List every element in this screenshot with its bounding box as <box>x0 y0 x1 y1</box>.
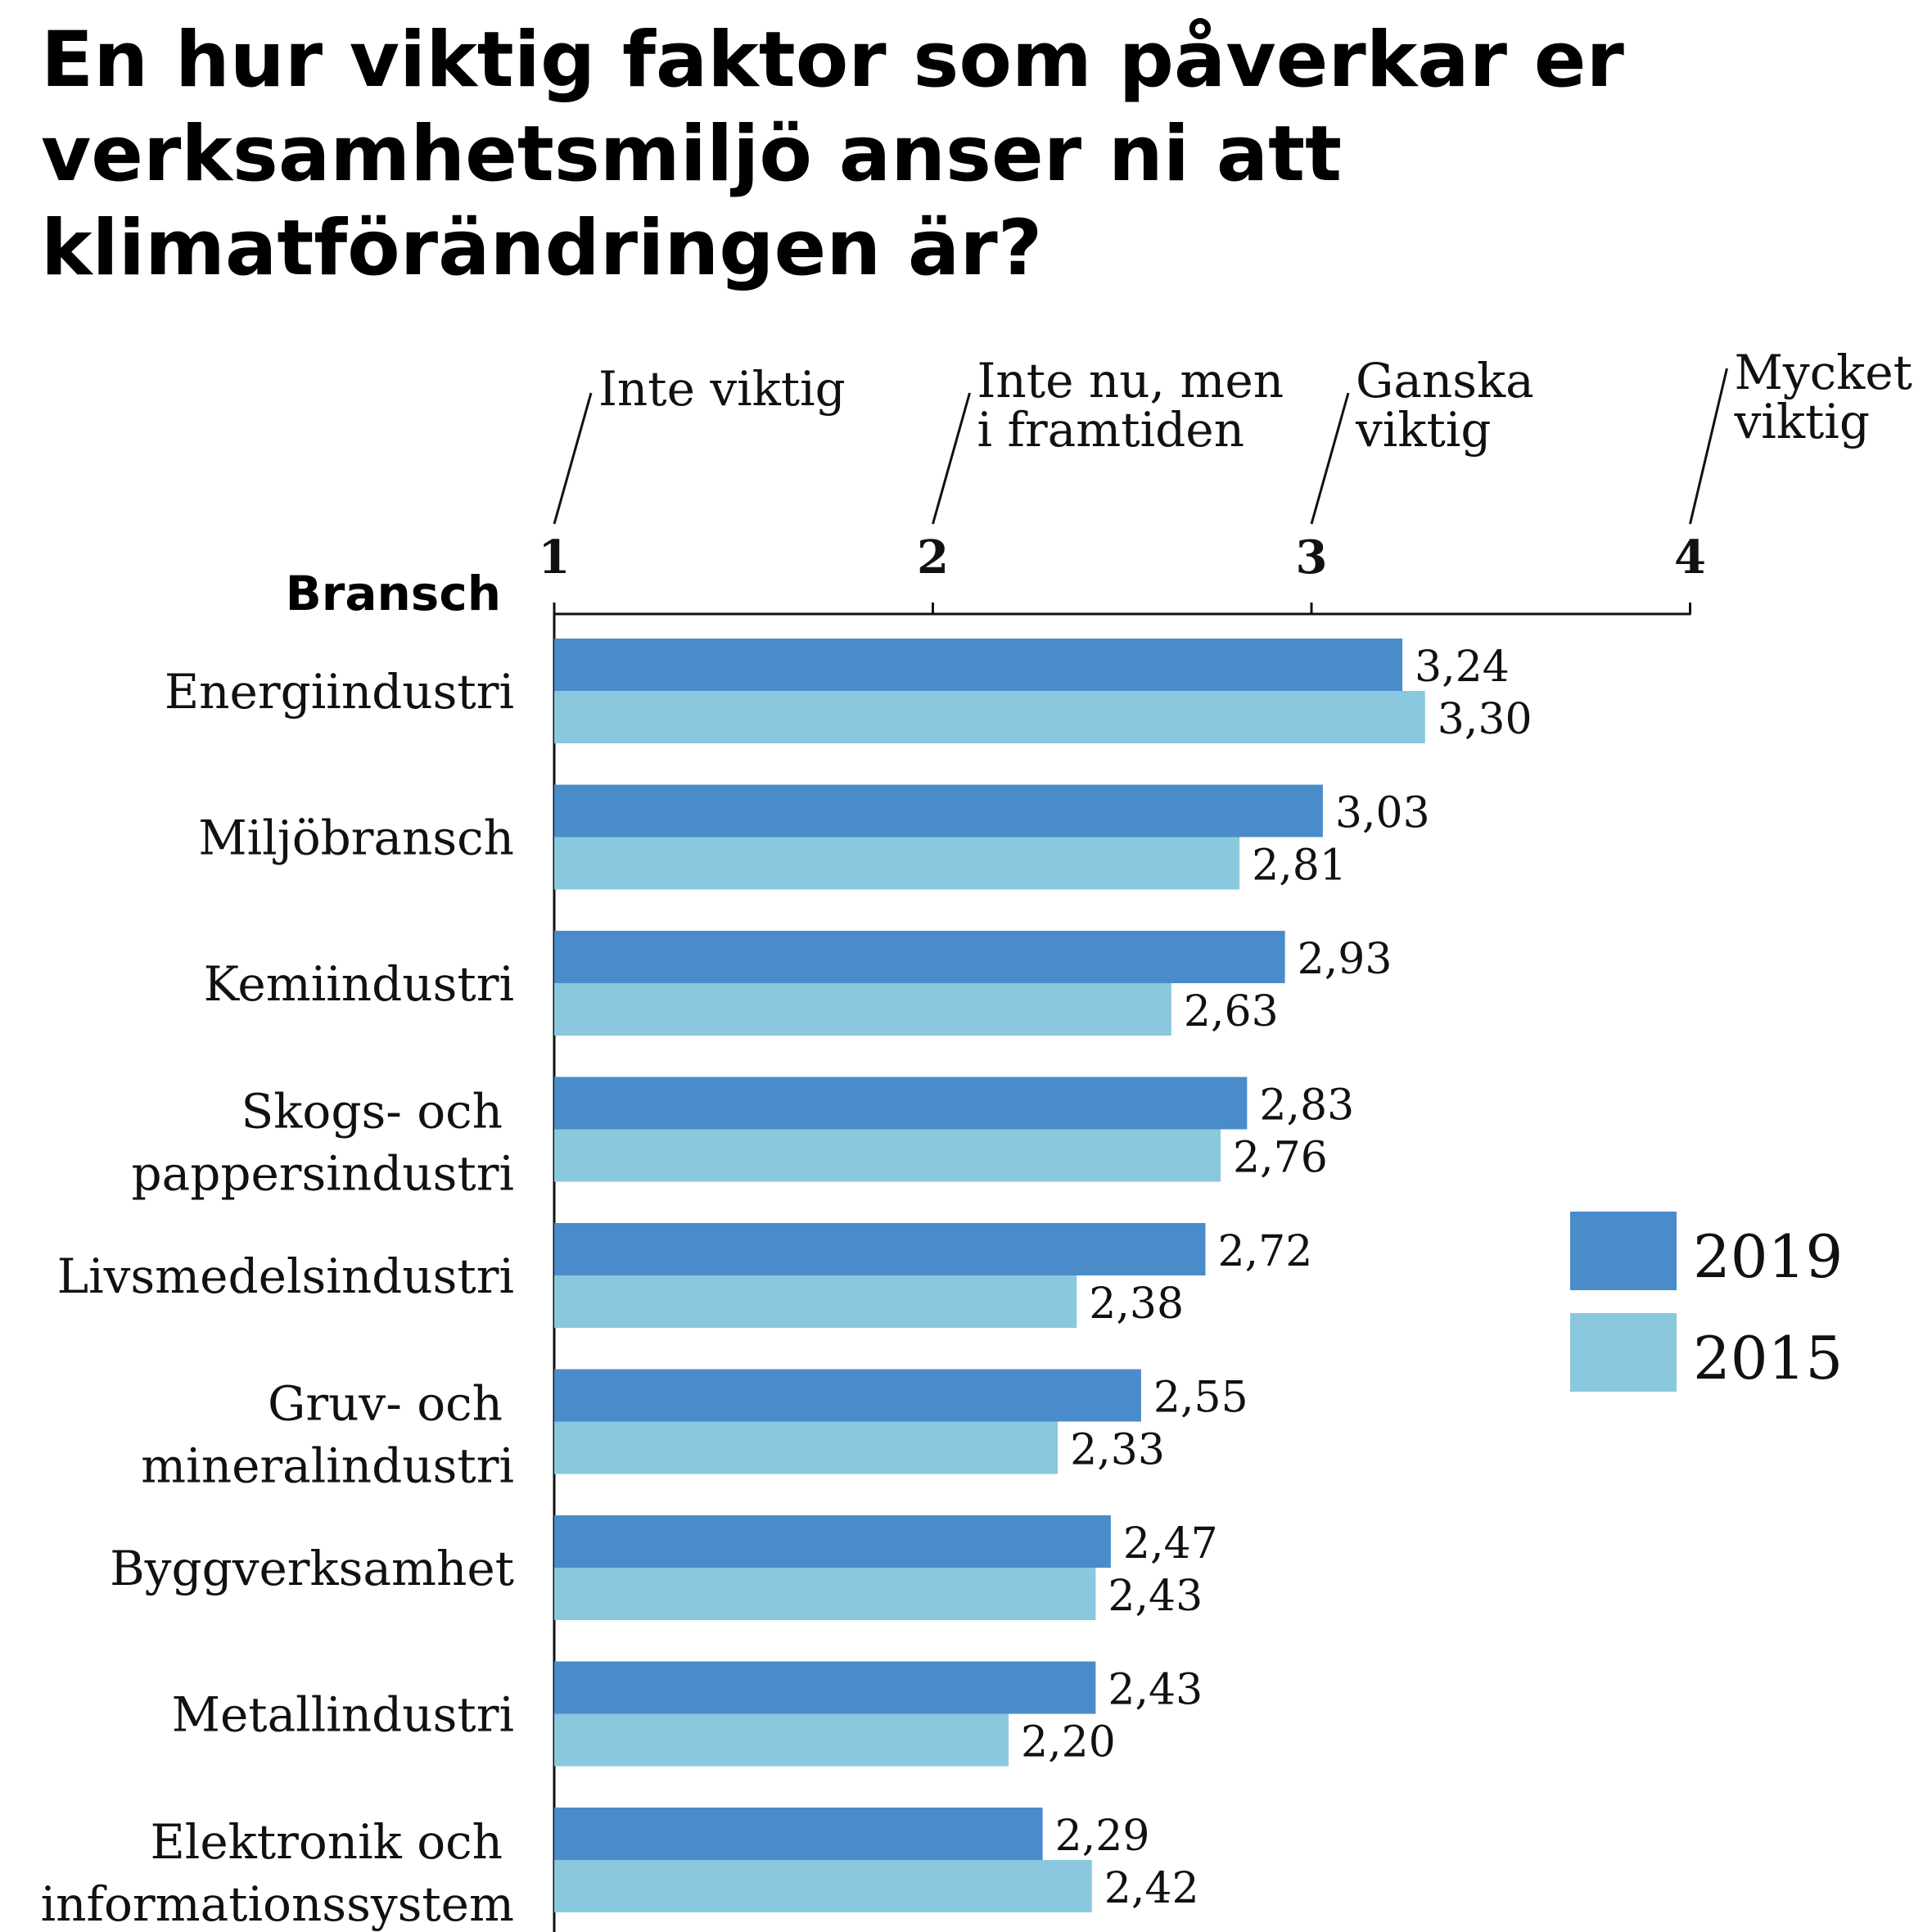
category-label: Miljöbransch <box>198 810 514 866</box>
category-label: Skogs- och <box>242 1084 503 1140</box>
legend-swatch-2019 <box>1570 1212 1677 1290</box>
data-label: 2,29 <box>1055 1812 1150 1861</box>
bar-2015 <box>554 983 1171 1036</box>
bar-2015 <box>554 1568 1096 1620</box>
data-label: 2,47 <box>1123 1519 1218 1569</box>
scale-label: viktig <box>1734 394 1870 449</box>
category-label: Gruv- och <box>268 1376 503 1432</box>
bars <box>554 639 1425 1912</box>
scale-label: Mycket <box>1735 345 1912 400</box>
chart-title-line: En hur viktig faktor som påverkar er <box>41 16 1624 105</box>
bar-2019 <box>554 1661 1096 1714</box>
data-label: 2,38 <box>1089 1280 1184 1329</box>
bar-2019 <box>554 931 1285 983</box>
data-label: 2,83 <box>1259 1081 1354 1131</box>
bar-2019 <box>554 1223 1206 1275</box>
category-label: Elektronik och <box>150 1814 503 1870</box>
data-label: 2,76 <box>1233 1134 1328 1183</box>
legend-label: 2015 <box>1693 1324 1843 1393</box>
data-label: 2,43 <box>1108 1572 1203 1621</box>
y-axis-title: Bransch <box>286 566 501 621</box>
scale-leader-line <box>553 392 593 525</box>
scale-leader-line <box>932 392 971 525</box>
scale-label: Inte nu, men <box>977 353 1284 409</box>
bar-2015 <box>554 1713 1009 1767</box>
x-tick-label: 3 <box>1296 530 1328 585</box>
x-tick-label: 4 <box>1674 530 1706 585</box>
bar-2019 <box>554 1369 1141 1422</box>
data-label: 3,03 <box>1335 789 1430 838</box>
category-label: mineralindustri <box>141 1438 514 1494</box>
chart-title-line: klimatförändringen är? <box>41 204 1042 293</box>
category-label: Kemiindustri <box>204 956 514 1012</box>
bar-2019 <box>554 639 1402 691</box>
category-label: Energiindustri <box>165 664 514 720</box>
bar-2015 <box>554 1860 1092 1912</box>
bar-2015 <box>554 837 1240 890</box>
value-labels: 3,243,303,032,81 2,93 2,63 2,832,76 2,72 2,38… <box>1021 643 1533 1913</box>
category-labels: Energiindustri Miljöbransch Kemiindustri Sk… <box>41 664 514 1932</box>
scale-label: i framtiden <box>977 402 1244 458</box>
category-label: Metallindustri <box>172 1687 514 1743</box>
bar-2015 <box>554 1129 1221 1182</box>
legend-swatch-2015 <box>1570 1313 1677 1392</box>
scale-label: Inte viktig <box>598 361 846 417</box>
scale-label: viktig <box>1355 402 1491 458</box>
data-label: 3,24 <box>1415 643 1510 692</box>
data-label: 2,63 <box>1184 987 1279 1036</box>
legend: 2019 2015 <box>1570 1212 1843 1393</box>
category-label: Livsmedelsindustri <box>57 1248 514 1304</box>
scale-label: Ganska <box>1356 353 1534 409</box>
category-label: informationssystem <box>41 1876 514 1932</box>
legend-label: 2019 <box>1693 1222 1843 1291</box>
bar-2019 <box>554 1515 1111 1568</box>
x-tick-label: 1 <box>539 530 571 585</box>
data-label: 2,81 <box>1252 842 1347 891</box>
chart-title-line: verksamhetsmiljö anser ni att <box>41 110 1342 199</box>
data-label: 2,72 <box>1218 1227 1313 1276</box>
data-label: 2,55 <box>1153 1374 1248 1423</box>
chart-title: En hur viktig faktor som påverkar erverk… <box>41 16 1624 293</box>
data-label: 2,33 <box>1070 1426 1165 1475</box>
category-label: pappersindustri <box>131 1146 514 1202</box>
bar-2019 <box>554 784 1323 837</box>
category-label: Byggverksamhet <box>110 1541 514 1596</box>
bar-2015 <box>554 1275 1077 1328</box>
bar-2019 <box>554 1077 1248 1130</box>
bar-2015 <box>554 691 1425 743</box>
bar-2015 <box>554 1421 1059 1474</box>
scale-leader-line <box>1689 368 1728 525</box>
data-label: 3,30 <box>1438 695 1533 744</box>
scale-leader-line <box>1310 392 1350 525</box>
data-label: 2,20 <box>1021 1718 1116 1767</box>
data-label: 2,43 <box>1108 1666 1203 1715</box>
data-label: 2,93 <box>1298 935 1393 984</box>
x-tick-label: 2 <box>917 530 949 585</box>
bar-2019 <box>554 1808 1043 1860</box>
data-label: 2,42 <box>1104 1864 1199 1913</box>
